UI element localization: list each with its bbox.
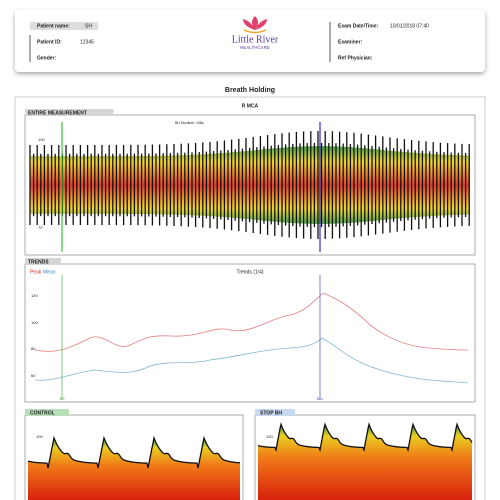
panel-label: CONTROL [30, 410, 55, 416]
y-label: 70 [38, 225, 43, 230]
y-label: 120 [31, 293, 38, 298]
physician-label: Ref Physician: [338, 55, 373, 61]
exam-value: 10/01/2018 07:40 [390, 23, 429, 29]
patient-name-label: Patient name: [37, 23, 70, 29]
y-label: 100 [266, 434, 273, 439]
y-label: 100 [38, 137, 45, 142]
logo-name: Little River [232, 34, 279, 45]
waveform-envelope [257, 422, 473, 453]
panel-label: ENTIRE MEASUREMENT [28, 110, 87, 116]
exam-label: Exam Date/Time: [338, 23, 379, 29]
label-box [30, 22, 98, 30]
waveform-fill [258, 424, 472, 500]
marker-label: BH [60, 397, 65, 401]
panel-label: STOP BH [260, 410, 282, 416]
panel-label: TRENDS [28, 259, 49, 265]
chart-title: Trends (1/4) [236, 269, 263, 275]
title: Breath Holding [225, 87, 275, 94]
header: Patient name: SH Patient ID: 12345 Gende… [15, 10, 485, 72]
legend-peak: Peak [30, 269, 42, 275]
header-card [15, 10, 485, 72]
vessel: R MCA [242, 103, 259, 109]
y-label: 60 [31, 373, 36, 378]
marker-label: Bkx [317, 397, 323, 401]
logo-sub: HEALTHCARE [240, 45, 270, 50]
peak-trend [34, 292, 469, 352]
entire-measurement-panel: ENTIRE MEASUREMENT BH Duration: 108s 100… [24, 109, 476, 256]
waveform-fill [28, 438, 240, 500]
patient-id: 12345 [80, 39, 94, 45]
examiner-label: Examiner: [338, 39, 363, 45]
patient-name: SH [85, 23, 92, 29]
legend-mean: Mean [43, 269, 56, 275]
frame [14, 96, 486, 500]
patient-id-label: Patient ID: [37, 39, 62, 45]
logo: Little River HEALTHCARE [232, 16, 279, 50]
stop-bh-panel: STOP BH 100 [254, 409, 476, 500]
gender-label: Gender: [37, 55, 57, 61]
mean-trend [34, 337, 469, 384]
y-label: 80 [31, 346, 36, 351]
y-label: 100 [36, 434, 43, 439]
waveform-envelope [27, 435, 241, 469]
y-label: 100 [31, 320, 38, 325]
trends-panel: TRENDS Trends (1/4) Peak Mean 120 100 80… [24, 258, 476, 403]
control-panel: CONTROL 100 [24, 409, 244, 500]
panel-note: BH Duration: 108s [175, 121, 204, 125]
